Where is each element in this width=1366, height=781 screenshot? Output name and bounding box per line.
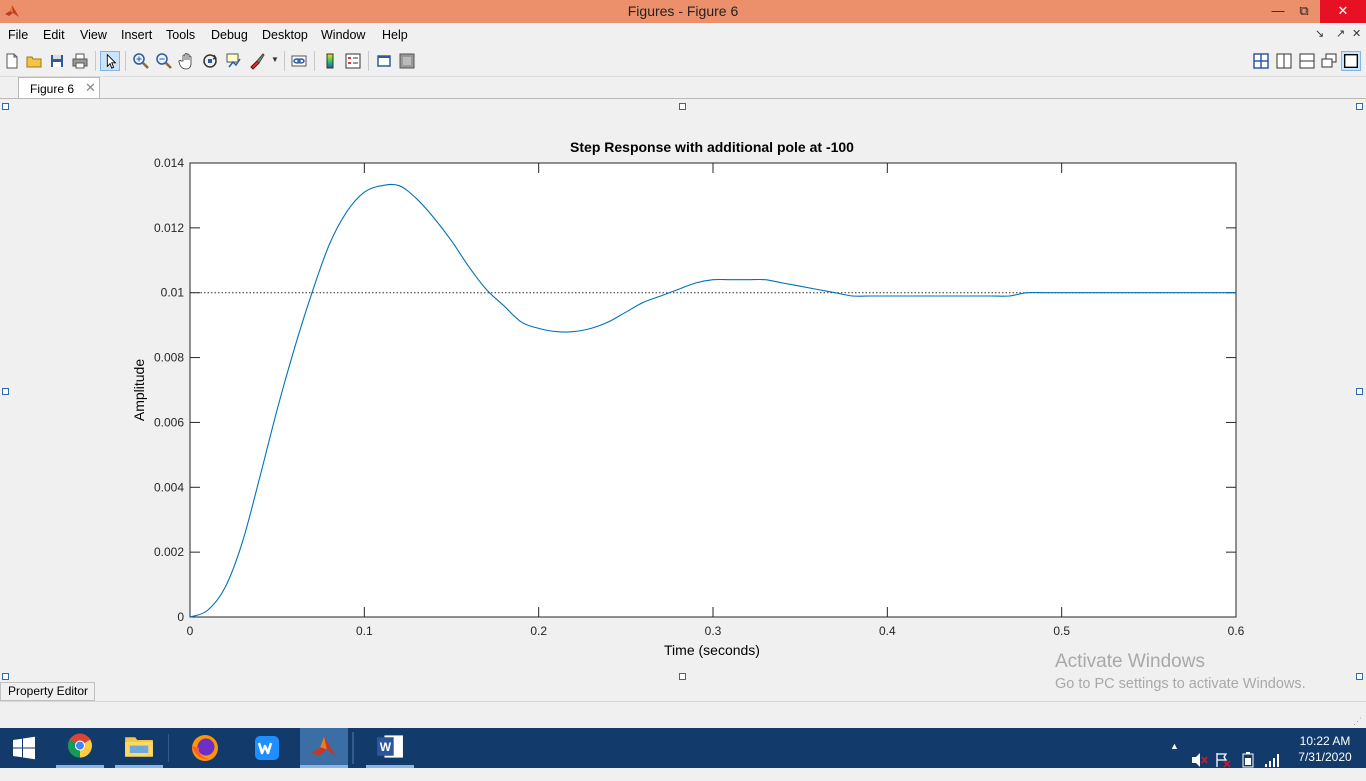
close-tab-icon[interactable]: ✕ [85,80,96,95]
toolbar-separator [125,51,126,71]
toolbar-separator [314,51,315,71]
activate-windows-title: Activate Windows [1055,651,1205,672]
figure-tab-strip: Figure 6 ✕ [0,77,1366,99]
resize-handle[interactable] [1356,388,1363,395]
menu-view[interactable]: View [80,28,107,42]
link-plot-icon[interactable] [289,51,309,71]
zoom-out-icon[interactable] [154,51,174,71]
resize-handle[interactable] [1356,673,1363,680]
maximize-figure-icon[interactable]: ↗ [1336,28,1346,40]
toolbar-separator [284,51,285,71]
insert-colorbar-icon[interactable] [320,51,340,71]
svg-text:W: W [380,740,392,754]
taskbar-separator [352,732,354,764]
close-figure-icon[interactable]: ✕ [1352,28,1362,40]
windows-start-icon[interactable] [0,728,48,768]
close-button[interactable]: ✕ [1320,0,1366,23]
chrome-icon[interactable] [56,728,104,768]
resize-handle[interactable] [2,388,9,395]
zoom-in-icon[interactable] [131,51,151,71]
print-icon[interactable] [70,51,90,71]
edit-plot-arrow-icon[interactable] [100,51,120,71]
system-clock[interactable]: 10:22 AM 7/31/2020 [1290,733,1360,765]
minimize-button[interactable]: — [1271,3,1285,18]
file-explorer-icon[interactable] [115,728,163,768]
taskbar-separator [168,734,169,762]
undock-icon[interactable]: ↘ [1315,28,1325,40]
title-bar: Figures - Figure 6 — ⧉ ✕ [0,0,1366,23]
status-bar: ⋰ [0,701,1366,729]
rotate-3d-icon[interactable] [200,51,220,71]
clock-date: 7/31/2020 [1298,750,1352,764]
brush-dropdown-icon[interactable]: ▼ [271,55,279,64]
floating-layout-icon[interactable] [1319,51,1339,71]
firefox-icon[interactable] [181,728,229,768]
save-icon[interactable] [47,51,67,71]
resize-handle[interactable] [679,673,686,680]
left-right-layout-icon[interactable] [1274,51,1294,71]
signal-strength-icon[interactable] [1263,740,1281,780]
brush-icon[interactable] [247,51,267,71]
new-figure-icon[interactable] [2,51,22,71]
pan-hand-icon[interactable] [177,51,197,71]
matlab-icon[interactable] [300,728,348,768]
hide-plot-tools-icon[interactable] [374,51,394,71]
menu-insert[interactable]: Insert [121,28,153,42]
clock-time: 10:22 AM [1299,734,1351,748]
wps-office-icon[interactable] [243,728,291,768]
menu-help[interactable]: Help [382,28,408,42]
menu-edit[interactable]: Edit [43,28,65,42]
toolbar-separator [95,51,96,71]
figure-toolbar: ▼ [0,47,1366,77]
open-file-icon[interactable] [24,51,44,71]
tile-layout-icon[interactable] [1251,51,1271,71]
tab-figure-6[interactable]: Figure 6 ✕ [18,77,100,98]
property-editor-button[interactable]: Property Editor [0,682,95,701]
menu-debug[interactable]: Debug [211,28,248,42]
battery-icon[interactable] [1239,740,1257,780]
toolbar-separator [368,51,369,71]
top-bottom-layout-icon[interactable] [1297,51,1317,71]
menu-desktop[interactable]: Desktop [262,28,308,42]
tab-label: Figure 6 [30,82,75,96]
show-hidden-icons[interactable]: ▲ [1170,741,1179,751]
resize-grip-icon[interactable]: ⋰ [1353,716,1362,726]
figure-canvas[interactable] [0,99,1366,701]
show-plot-tools-icon[interactable] [397,51,417,71]
speaker-muted-icon[interactable] [1190,740,1208,780]
word-icon[interactable]: W [366,728,414,768]
menu-window[interactable]: Window [321,28,366,42]
activate-windows-subtitle: Go to PC settings to activate Windows. [1055,676,1306,692]
insert-legend-icon[interactable] [343,51,363,71]
matlab-logo-icon [5,5,19,17]
resize-handle[interactable] [1356,103,1363,110]
maximize-layout-icon[interactable] [1341,51,1361,71]
restore-button[interactable]: ⧉ [1299,3,1309,18]
menu-tools[interactable]: Tools [166,28,196,42]
resize-handle[interactable] [2,103,9,110]
resize-handle[interactable] [679,103,686,110]
data-cursor-icon[interactable] [223,51,243,71]
menu-file[interactable]: File [8,28,29,42]
menu-bar: File Edit View Insert Tools Debug Deskto… [0,23,1366,47]
resize-handle[interactable] [2,673,9,680]
windows-taskbar: W ▲ 10:22 AM 7/31/2020 [0,728,1366,768]
window-title: Figures - Figure 6 [627,3,739,19]
action-center-flag-icon[interactable] [1214,740,1232,780]
